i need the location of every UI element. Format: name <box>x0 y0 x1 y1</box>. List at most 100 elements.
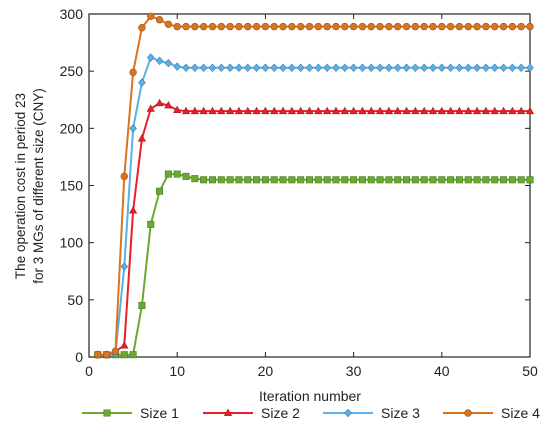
legend-item: Size 3 <box>323 405 420 421</box>
data-point <box>164 170 172 178</box>
data-point <box>481 106 491 115</box>
legend-marker <box>103 409 111 417</box>
data-point <box>358 22 367 31</box>
data-point <box>376 176 384 184</box>
data-point <box>367 106 376 115</box>
data-point <box>120 172 128 181</box>
data-point <box>181 106 191 115</box>
data-point <box>128 206 138 214</box>
series-size-2 <box>93 98 535 358</box>
data-point <box>403 176 411 184</box>
data-point <box>208 22 217 31</box>
data-point <box>367 176 375 184</box>
data-point <box>138 302 146 310</box>
data-point <box>350 176 358 184</box>
x-axis-ticks: 0 10 20 30 40 50 <box>85 14 538 379</box>
series-line <box>97 56 530 356</box>
data-point <box>244 22 252 31</box>
data-point <box>473 176 481 184</box>
data-point <box>491 176 499 184</box>
legend-marker <box>344 408 352 418</box>
legend-label: Size 3 <box>381 405 420 421</box>
data-point <box>226 63 234 72</box>
data-point <box>323 106 332 115</box>
data-point <box>349 63 358 72</box>
data-point <box>182 63 190 72</box>
data-point <box>296 22 305 31</box>
data-point <box>473 63 481 72</box>
data-point <box>393 106 402 115</box>
data-point <box>517 63 525 72</box>
data-point <box>323 22 331 31</box>
data-point <box>394 176 402 184</box>
data-point <box>261 63 270 72</box>
data-point <box>482 63 490 72</box>
data-point <box>155 98 164 107</box>
data-point <box>428 106 438 115</box>
data-point <box>173 62 182 71</box>
x-tick-label: 30 <box>346 363 362 379</box>
data-point <box>138 24 146 32</box>
data-point <box>155 56 164 66</box>
legend: Size 1 Size 2 Size 3 Size 4 <box>82 405 540 421</box>
data-point <box>358 63 367 72</box>
series-line <box>97 102 530 356</box>
data-point <box>191 175 199 183</box>
data-point <box>455 22 464 31</box>
data-point <box>446 106 455 115</box>
series-size-1 <box>94 170 534 359</box>
data-point <box>437 106 446 115</box>
data-point <box>200 176 208 184</box>
legend-label: Size 1 <box>140 405 179 421</box>
data-point <box>270 176 278 184</box>
data-point <box>517 106 526 115</box>
data-point <box>446 22 455 31</box>
data-point <box>429 176 437 184</box>
data-point <box>164 101 173 109</box>
data-point <box>279 63 287 72</box>
y-tick-label: 150 <box>60 178 84 194</box>
y-tick-label: 50 <box>67 292 83 308</box>
x-tick-label: 50 <box>522 363 538 379</box>
data-point <box>314 176 322 184</box>
data-point <box>411 22 420 31</box>
data-point <box>217 176 225 184</box>
data-point <box>367 22 375 31</box>
data-point <box>473 22 481 31</box>
data-point <box>340 106 349 115</box>
data-point <box>120 262 129 271</box>
data-point <box>173 170 181 178</box>
y-tick-label: 250 <box>60 63 84 79</box>
x-tick-label: 0 <box>85 363 93 379</box>
data-point <box>94 351 102 359</box>
data-point <box>261 106 270 115</box>
data-point <box>420 63 428 72</box>
data-point <box>358 106 367 115</box>
data-point <box>341 22 349 31</box>
data-point <box>323 63 331 72</box>
data-point <box>482 176 490 184</box>
data-point <box>296 63 305 72</box>
data-point <box>438 176 446 184</box>
data-point <box>526 63 534 72</box>
data-point <box>429 63 437 72</box>
data-point <box>402 63 411 72</box>
data-point <box>217 22 226 31</box>
data-point <box>155 16 164 24</box>
data-point <box>411 106 420 115</box>
series-line <box>97 173 530 356</box>
data-point <box>464 22 472 31</box>
data-point <box>208 63 217 72</box>
data-point <box>164 20 173 28</box>
data-point <box>464 63 473 72</box>
data-point <box>482 22 490 31</box>
data-point <box>420 106 429 115</box>
data-point <box>447 176 455 184</box>
data-point <box>455 106 464 115</box>
x-axis-label: Iteration number <box>259 388 361 404</box>
data-point <box>455 176 463 184</box>
data-point <box>385 22 393 31</box>
data-point <box>147 220 155 228</box>
data-point <box>120 351 128 359</box>
data-point <box>455 63 464 72</box>
